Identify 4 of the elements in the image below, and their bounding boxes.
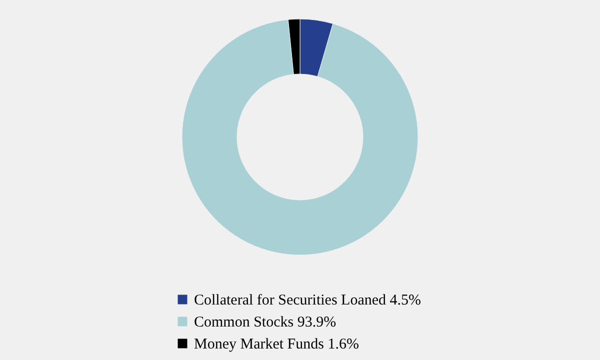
legend-label: Collateral for Securities Loaned 4.5% xyxy=(194,292,422,308)
donut-slice xyxy=(182,19,418,256)
legend-label: Common Stocks 93.9% xyxy=(194,314,336,330)
legend-label: Money Market Funds 1.6% xyxy=(194,336,359,352)
